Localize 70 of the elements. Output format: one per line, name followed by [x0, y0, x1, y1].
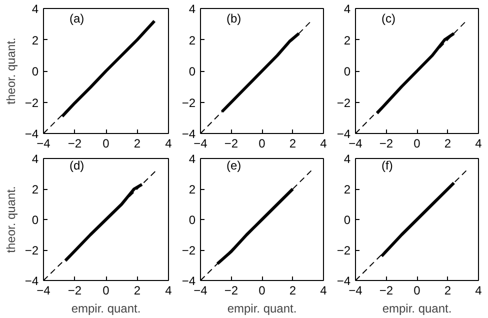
y-tick-label: −2 — [336, 96, 351, 110]
y-tick-label: 2 — [32, 33, 39, 48]
annotation: (c) — [382, 12, 396, 26]
x-tick-label: 4 — [475, 284, 482, 298]
y-tick-label: −4 — [24, 274, 39, 288]
x-tick-label: 0 — [102, 284, 110, 298]
y-tick-label: −4 — [24, 127, 39, 141]
x-tick-label: −2 — [68, 136, 82, 150]
x-tick-label: 2 — [134, 284, 141, 298]
x-tick-label: 0 — [414, 136, 421, 150]
x-tick-label: 0 — [258, 284, 266, 298]
y-tick-label: −4 — [182, 127, 196, 141]
x-tick-label: −2 — [224, 284, 238, 298]
y-tick-label: 2 — [32, 182, 39, 196]
x-tick-label: −2 — [379, 136, 394, 150]
x-tick-label: 4 — [320, 136, 328, 150]
x-tick-label: 2 — [289, 284, 296, 298]
line-series — [216, 188, 294, 266]
line-series — [380, 181, 456, 258]
y-tick-label: 0 — [344, 213, 351, 227]
x-tick-label: 2 — [134, 136, 141, 150]
y-tick-label: 2 — [344, 182, 351, 196]
x-tick-label: 2 — [289, 136, 296, 150]
x-axis-title: empir. quant. — [227, 302, 297, 316]
y-tick-label: 4 — [344, 2, 351, 16]
y-tick-label: −4 — [336, 127, 351, 141]
y-tick-label: 2 — [344, 33, 351, 48]
x-tick-label: −2 — [224, 136, 238, 150]
y-tick-label: −2 — [24, 244, 39, 258]
x-tick-label: 2 — [444, 136, 452, 150]
annotation: (b) — [226, 12, 242, 26]
x-axis-title: empir. quant. — [71, 302, 141, 316]
annotation: (e) — [226, 158, 242, 172]
x-tick-label: 0 — [414, 284, 421, 298]
annotation: (a) — [70, 12, 84, 26]
line-series — [220, 32, 300, 114]
y-tick-label: 0 — [32, 213, 39, 227]
y-tick-label: 2 — [188, 182, 196, 196]
x-tick-label: 4 — [475, 136, 482, 150]
line-series — [64, 182, 144, 262]
y-tick-label: 4 — [32, 2, 39, 16]
y-tick-label: 4 — [344, 152, 351, 166]
y-tick-label: −2 — [182, 96, 196, 110]
y-tick-label: 2 — [188, 33, 196, 48]
x-tick-label: 0 — [102, 136, 110, 150]
annotation: (d) — [70, 158, 84, 172]
y-tick-label: −2 — [24, 96, 39, 110]
y-tick-label: −2 — [182, 244, 196, 258]
x-tick-label: 4 — [165, 284, 172, 298]
y-tick-label: −4 — [336, 274, 351, 288]
y-tick-label: 4 — [188, 152, 196, 166]
y-tick-label: −2 — [336, 244, 351, 258]
y-tick-label: 4 — [188, 2, 196, 16]
annotation: (f) — [382, 158, 393, 172]
y-tick-label: 0 — [32, 64, 39, 78]
x-tick-label: 4 — [165, 136, 172, 150]
y-tick-label: 4 — [32, 152, 39, 166]
x-axis-title: empir. quant. — [382, 302, 452, 316]
x-tick-label: −2 — [68, 284, 82, 298]
x-tick-label: 0 — [258, 136, 266, 150]
x-tick-label: 4 — [320, 284, 328, 298]
line-series — [376, 32, 456, 115]
y-tick-label: 0 — [188, 64, 196, 78]
y-axis-title: theor. quant. — [4, 38, 18, 104]
y-tick-label: −4 — [182, 274, 196, 288]
y-tick-label: 0 — [344, 64, 351, 78]
x-tick-label: 2 — [444, 284, 452, 298]
x-tick-label: −2 — [379, 284, 394, 298]
y-axis-title: theor. quant. — [4, 186, 18, 253]
y-tick-label: 0 — [188, 213, 196, 227]
